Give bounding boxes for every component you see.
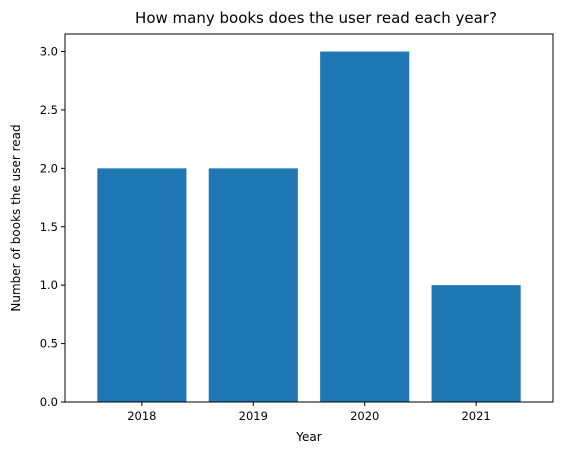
x-tick-label: 2019 (239, 409, 268, 423)
plot-frame (64, 33, 554, 403)
y-tick-label: 0.0 (40, 395, 58, 409)
bar-2021 (431, 285, 521, 402)
x-axis-ticks: 2018 2019 2020 2021 (127, 402, 491, 423)
bar-2019 (208, 168, 298, 402)
y-tick-label: 1.5 (40, 220, 58, 234)
y-tick-label: 3.0 (40, 45, 58, 59)
y-axis-ticks: 0.0 0.5 1.0 1.5 2.0 2.5 3.0 (40, 45, 65, 409)
y-axis-label: Number of books the user read (9, 124, 23, 311)
y-tick-label: 0.5 (40, 337, 58, 351)
bars-group (97, 51, 521, 403)
bar-2020 (320, 51, 410, 403)
x-tick-label: 2021 (461, 409, 490, 423)
y-tick-label: 1.0 (40, 278, 58, 292)
y-tick-label: 2.0 (40, 161, 58, 175)
x-tick-label: 2018 (127, 409, 156, 423)
y-tick-label: 2.5 (40, 103, 58, 117)
x-tick-label: 2020 (350, 409, 379, 423)
bar-2018 (97, 168, 187, 402)
x-axis-label: Year (295, 430, 321, 444)
chart-title: How many books does the user read each y… (135, 9, 497, 27)
